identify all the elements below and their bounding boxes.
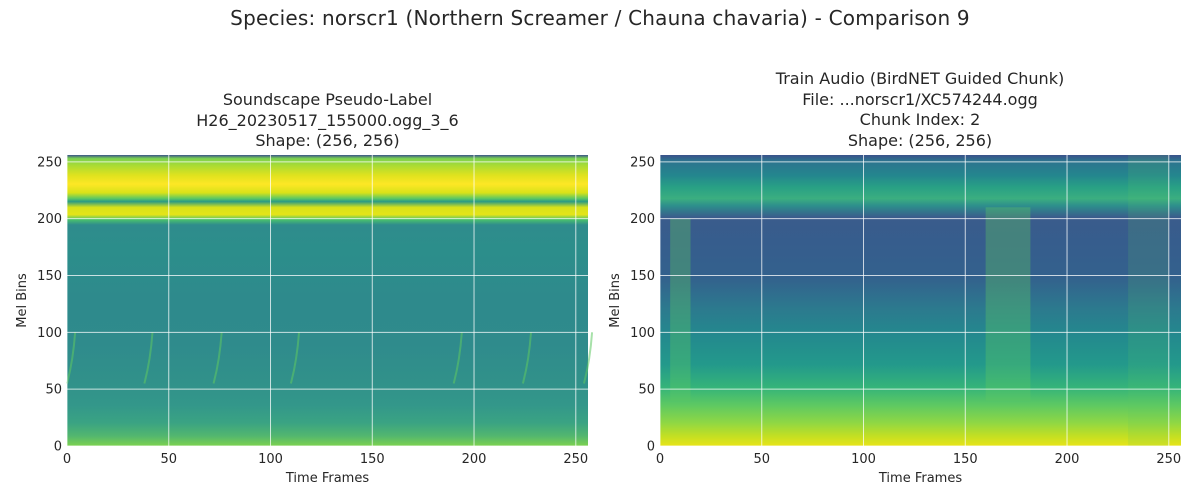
- y-tick-label: 200: [37, 212, 62, 227]
- call-trace: [143, 332, 154, 384]
- y-tick-label: 250: [630, 155, 655, 170]
- energy-streak: [670, 218, 691, 401]
- y-tick-label: 0: [647, 440, 655, 455]
- soundscape-spectrogram-panel: 0 50 100 150 200 250 0 50 100 150 200 250 Time Frame…: [15, 155, 594, 486]
- figure-suptitle: Species: norscr1 (Northern Screamer / Ch…: [230, 6, 970, 30]
- x-tick-label: 200: [462, 452, 487, 467]
- x-tick-label: 0: [656, 452, 664, 467]
- left-panel-title: Soundscape Pseudo-Label H26_20230517_155…: [67, 90, 588, 152]
- call-trace: [289, 332, 301, 384]
- y-tick-label: 200: [630, 212, 655, 227]
- train-audio-spectrogram-panel: 0 50 100 150 200 250 0 50 100 150 200 250 Time Frame…: [608, 155, 1181, 486]
- x-tick-label: 150: [360, 452, 385, 467]
- y-tick-label: 50: [638, 383, 655, 398]
- x-tick-label: 150: [953, 452, 978, 467]
- call-trace: [521, 332, 533, 384]
- y-tick-label: 0: [54, 440, 62, 455]
- spectrogram-image: [67, 155, 588, 446]
- x-axis-label: Time Frames: [878, 471, 962, 486]
- spectrogram-image: [660, 155, 1181, 446]
- y-tick-label: 100: [630, 326, 655, 341]
- left-title-line: H26_20230517_155000.ogg_3_6: [196, 110, 459, 130]
- call-trace: [452, 332, 463, 384]
- y-tick-label: 250: [37, 155, 62, 170]
- y-tick-label: 150: [37, 269, 62, 284]
- x-tick-label: 250: [1156, 452, 1181, 467]
- call-trace: [66, 332, 77, 384]
- x-tick-label: 100: [258, 452, 283, 467]
- call-trace: [212, 332, 223, 384]
- right-title-line: Train Audio (BirdNET Guided Chunk): [775, 69, 1065, 88]
- x-tick-label: 0: [63, 452, 71, 467]
- right-title-line: Chunk Index: 2: [859, 110, 981, 129]
- left-title-line: Soundscape Pseudo-Label: [222, 90, 433, 109]
- x-tick-label: 100: [851, 452, 876, 467]
- energy-streak: [985, 207, 1031, 401]
- x-axis-label: Time Frames: [285, 471, 369, 486]
- right-title-line: File: ...norscr1/XC574244.ogg: [802, 89, 1038, 109]
- right-title-line: Shape: (256, 256): [847, 130, 993, 150]
- call-trace: [582, 332, 594, 384]
- y-axis-label: Mel Bins: [15, 273, 30, 328]
- y-tick-label: 150: [630, 269, 655, 284]
- energy-streak: [1128, 155, 1169, 446]
- x-tick-label: 200: [1055, 452, 1080, 467]
- y-tick-label: 100: [37, 326, 62, 341]
- left-title-line: Shape: (256, 256): [255, 131, 400, 150]
- y-axis-label: Mel Bins: [608, 273, 623, 328]
- y-tick-label: 50: [45, 383, 62, 398]
- right-panel-title: Train Audio (BirdNET Guided Chunk) File:…: [660, 69, 1180, 151]
- x-tick-label: 50: [160, 452, 177, 467]
- x-tick-label: 50: [753, 452, 770, 467]
- x-tick-label: 250: [563, 452, 588, 467]
